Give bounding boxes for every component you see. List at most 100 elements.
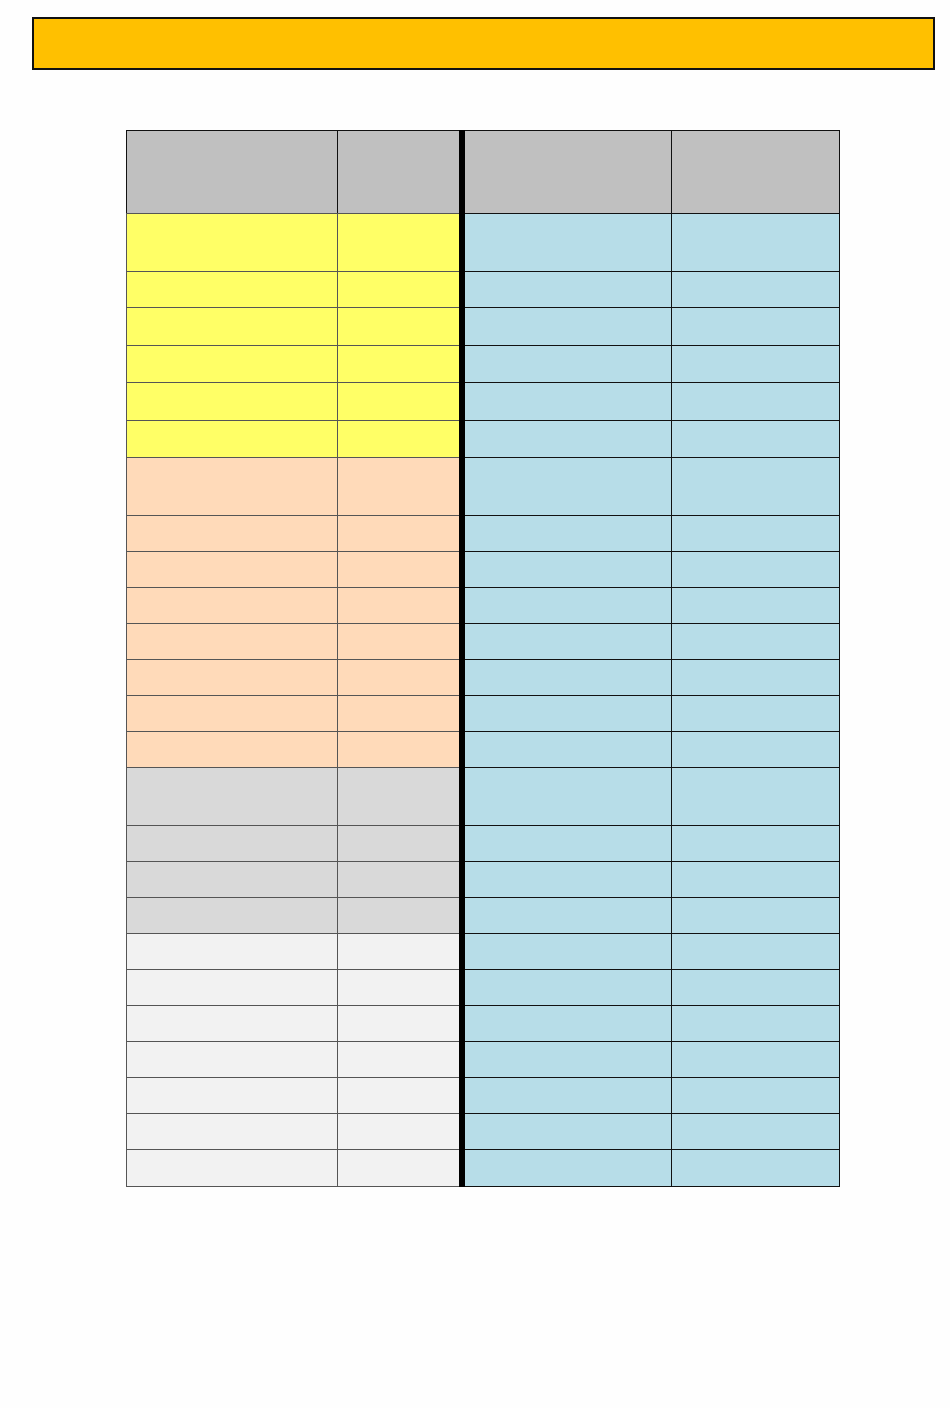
- table-header-cell: [126, 130, 338, 214]
- table-cell: [337, 969, 463, 1006]
- table-cell: [671, 1077, 840, 1114]
- table-cell: [337, 825, 463, 862]
- table-cell: [337, 515, 463, 552]
- table-cell: [126, 969, 338, 1006]
- table-cell: [462, 515, 672, 552]
- table-cell: [671, 457, 840, 516]
- table-cell: [337, 659, 463, 696]
- table-cell: [337, 420, 463, 458]
- table-cell: [671, 933, 840, 970]
- table-cell: [671, 271, 840, 308]
- table-cell: [337, 1041, 463, 1078]
- table-cell: [337, 861, 463, 898]
- table-cell: [462, 307, 672, 346]
- table-cell: [337, 587, 463, 624]
- table-header-cell: [337, 130, 463, 214]
- table-cell: [126, 659, 338, 696]
- table-cell: [126, 1041, 338, 1078]
- table-cell: [671, 623, 840, 660]
- table-header-cell: [462, 130, 672, 214]
- table-cell: [671, 695, 840, 732]
- table-cell: [126, 307, 338, 346]
- table-cell: [337, 695, 463, 732]
- table-cell: [462, 551, 672, 588]
- table-cell: [126, 1077, 338, 1114]
- table-cell: [337, 213, 463, 272]
- table-cell: [126, 767, 338, 826]
- table-cell: [462, 825, 672, 862]
- table-header-cell: [671, 130, 840, 214]
- table-cell: [671, 1113, 840, 1150]
- table-cell: [126, 515, 338, 552]
- table-cell: [337, 457, 463, 516]
- table-cell: [462, 731, 672, 768]
- table-cell: [126, 551, 338, 588]
- table-cell: [671, 767, 840, 826]
- table-cell: [337, 551, 463, 588]
- table-cell: [337, 1077, 463, 1114]
- table-cell: [671, 307, 840, 346]
- table-cell: [337, 345, 463, 383]
- table-cell: [126, 382, 338, 421]
- table-cell: [337, 307, 463, 346]
- table-cell: [462, 1077, 672, 1114]
- table-cell: [337, 1113, 463, 1150]
- table-cell: [671, 731, 840, 768]
- table-cell: [462, 1041, 672, 1078]
- table-cell: [462, 271, 672, 308]
- table-cell: [462, 587, 672, 624]
- table-cell: [462, 695, 672, 732]
- table-cell: [337, 1149, 463, 1187]
- table-cell: [126, 420, 338, 458]
- table-cell: [126, 731, 338, 768]
- table-cell: [462, 933, 672, 970]
- table-cell: [462, 345, 672, 383]
- table-cell: [671, 1041, 840, 1078]
- title-banner: [32, 17, 935, 70]
- table-cell: [462, 213, 672, 272]
- table-cell: [126, 897, 338, 934]
- table-cell: [126, 587, 338, 624]
- table-cell: [462, 420, 672, 458]
- table-cell: [671, 382, 840, 421]
- table-cell: [671, 969, 840, 1006]
- table-cell: [337, 933, 463, 970]
- table-cell: [337, 897, 463, 934]
- table-cell: [337, 731, 463, 768]
- table-cell: [671, 213, 840, 272]
- table-cell: [126, 213, 338, 272]
- table-cell: [462, 1149, 672, 1187]
- table-cell: [462, 623, 672, 660]
- table-cell: [462, 897, 672, 934]
- table-cell: [126, 825, 338, 862]
- table-cell: [462, 861, 672, 898]
- table-cell: [337, 1005, 463, 1042]
- table-cell: [126, 271, 338, 308]
- table-cell: [126, 861, 338, 898]
- table-cell: [126, 345, 338, 383]
- table-column-divider: [459, 130, 465, 1187]
- table-cell: [337, 767, 463, 826]
- table-cell: [337, 382, 463, 421]
- table-cell: [671, 420, 840, 458]
- table-cell: [671, 515, 840, 552]
- table-cell: [462, 1113, 672, 1150]
- table-cell: [671, 551, 840, 588]
- table-cell: [671, 587, 840, 624]
- table-cell: [671, 345, 840, 383]
- table-cell: [671, 1149, 840, 1187]
- table-cell: [462, 969, 672, 1006]
- table-cell: [462, 382, 672, 421]
- table-cell: [126, 623, 338, 660]
- table-cell: [126, 457, 338, 516]
- table-cell: [671, 825, 840, 862]
- table-cell: [462, 767, 672, 826]
- table-cell: [671, 861, 840, 898]
- table-cell: [671, 897, 840, 934]
- table-cell: [126, 695, 338, 732]
- table-cell: [671, 659, 840, 696]
- table-cell: [126, 933, 338, 970]
- table-cell: [126, 1149, 338, 1187]
- table-cell: [126, 1005, 338, 1042]
- table-cell: [337, 271, 463, 308]
